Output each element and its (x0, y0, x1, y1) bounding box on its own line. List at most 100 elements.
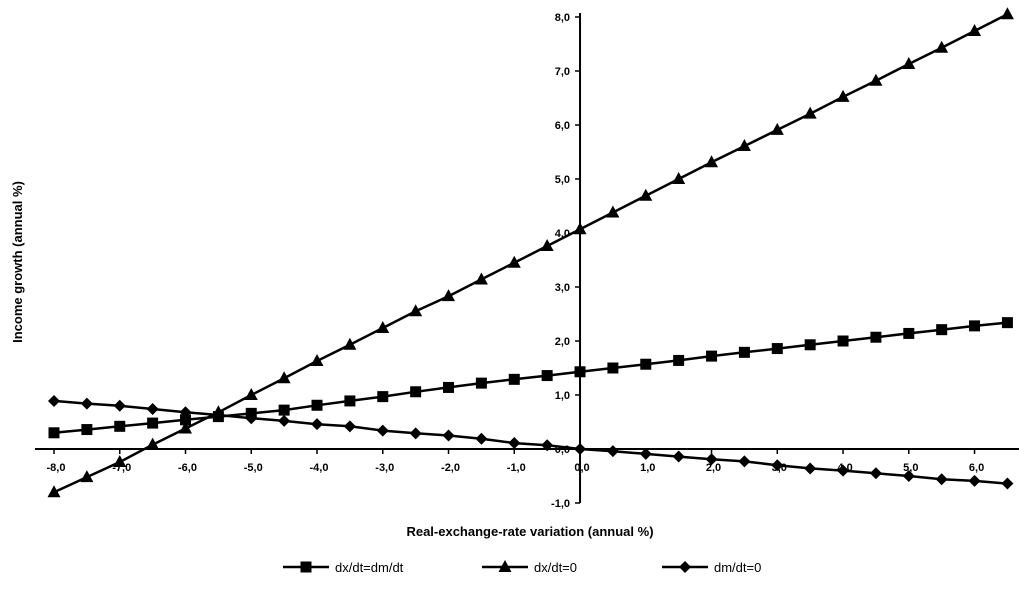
data-point (573, 222, 587, 235)
data-point (146, 403, 159, 416)
legend: dx/dt=dm/dt dx/dt=0 dm/dt=0 (283, 560, 761, 575)
data-point (771, 343, 783, 355)
x-tick-label: 2,0 (706, 462, 721, 474)
data-point (738, 346, 750, 358)
series-line (53, 13, 1008, 494)
x-tick-label: -8,0 (47, 462, 66, 474)
data-point (113, 454, 127, 467)
data-point (278, 404, 290, 416)
data-point (343, 420, 356, 433)
data-point (146, 437, 160, 450)
data-point (540, 238, 554, 251)
x-tick-label: -2,0 (441, 462, 460, 474)
data-point (639, 447, 652, 460)
y-tick-label: 4,0 (555, 228, 570, 240)
data-point (179, 406, 192, 419)
data-point (837, 335, 849, 347)
y-axis-title: Income growth (annual %) (10, 181, 25, 343)
data-point (574, 443, 587, 455)
data-point (672, 450, 685, 463)
y-tick-label: 3,0 (555, 282, 570, 294)
legend-marker (300, 561, 312, 573)
data-point (869, 467, 882, 480)
data-point (343, 337, 357, 350)
data-point (409, 304, 423, 317)
data-point (705, 453, 718, 466)
legend-item-1: dx/dt=0 (482, 560, 577, 575)
x-tick-label: -4,0 (310, 462, 329, 474)
data-point (508, 437, 521, 450)
data-point (770, 122, 784, 135)
data-point (771, 459, 784, 472)
data-point (310, 353, 324, 366)
data-point (311, 418, 324, 431)
series-line (53, 321, 1008, 435)
x-tick-label: -3,0 (375, 462, 394, 474)
data-point (968, 24, 982, 37)
data-point (81, 424, 93, 436)
y-tick-label: 6,0 (555, 120, 570, 132)
series-1 (47, 7, 1014, 498)
legend-marker (679, 561, 691, 573)
data-point (80, 470, 94, 483)
x-tick-label: 5,0 (903, 462, 918, 474)
data-point (114, 420, 126, 432)
data-point (147, 417, 159, 429)
y-tick-label: 5,0 (555, 174, 570, 186)
data-point (113, 399, 126, 412)
data-point (277, 371, 291, 384)
data-point (1000, 7, 1014, 20)
data-point (870, 331, 882, 343)
data-point (639, 188, 653, 201)
data-point (968, 474, 981, 487)
data-point (837, 464, 850, 477)
data-point (673, 354, 685, 366)
x-tick-label: 6,0 (969, 462, 984, 474)
data-point (475, 432, 488, 445)
data-point (705, 155, 719, 168)
data-point (311, 399, 323, 411)
data-point (48, 394, 60, 407)
legend-label: dx/dt=0 (534, 560, 577, 575)
data-point (48, 427, 60, 439)
legend-label: dm/dt=0 (714, 560, 761, 575)
data-point (738, 455, 751, 468)
x-tick-labels: -8,0 -7,0 -6,0 -5,0 -4,0 -3,0 -2,0 -1,0 0,0 1,0 2,… (47, 462, 985, 474)
data-point (376, 321, 390, 334)
data-point (902, 56, 916, 69)
data-point (244, 388, 258, 400)
legend-item-2: dm/dt=0 (662, 560, 761, 575)
x-tick-label: 3,0 (772, 462, 787, 474)
data-point (869, 73, 883, 86)
data-point (1001, 477, 1014, 490)
data-point (541, 370, 553, 382)
x-tick-label: 1,0 (640, 462, 655, 474)
x-tick-label: 0,0 (574, 462, 589, 474)
data-point (574, 366, 586, 378)
data-point (47, 485, 61, 498)
data-point (376, 424, 389, 437)
data-point (1001, 317, 1013, 329)
series-layer (47, 7, 1014, 498)
series-0 (48, 317, 1013, 439)
series-2 (48, 394, 1014, 490)
data-point (803, 106, 817, 119)
data-point (507, 255, 521, 268)
data-point (508, 373, 520, 385)
data-point (836, 89, 850, 102)
y-tick-labels: -1,0 0,0 1,0 2,0 3,0 4,0 5,0 6,0 7,0 8,0 (551, 12, 570, 510)
data-point (935, 473, 948, 486)
data-point (278, 414, 291, 427)
data-point (179, 421, 193, 434)
data-point (541, 439, 554, 452)
data-point (969, 320, 981, 332)
data-point (377, 391, 389, 403)
x-tick-label: -5,0 (244, 462, 263, 474)
x-tick-label: -6,0 (178, 462, 197, 474)
legend-label: dx/dt=dm/dt (335, 560, 404, 575)
y-tick-label: 1,0 (555, 390, 570, 402)
data-point (212, 408, 225, 421)
data-point (804, 339, 816, 351)
